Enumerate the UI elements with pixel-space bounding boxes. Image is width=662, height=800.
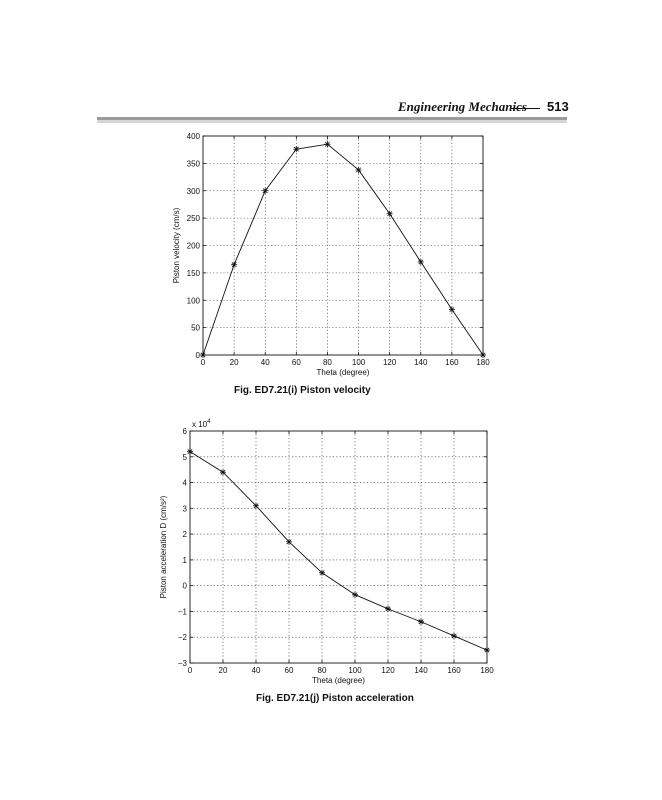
- data-point-marker: [385, 605, 391, 612]
- y-tick-label: 2: [183, 530, 188, 539]
- data-point-marker: [293, 146, 300, 153]
- data-point-marker: [484, 647, 490, 654]
- x-tick-label: 20: [230, 358, 239, 367]
- y-tick-label: 5: [183, 453, 188, 462]
- data-point-marker: [451, 632, 457, 639]
- data-point-marker: [448, 306, 455, 313]
- y-tick-label: 250: [187, 214, 201, 223]
- x-tick-label: 80: [318, 666, 327, 675]
- data-point-marker: [480, 352, 486, 358]
- y-tick-label: 1: [183, 556, 188, 565]
- data-point-marker: [417, 258, 424, 265]
- data-point-marker: [355, 166, 362, 173]
- x-tick-label: 40: [261, 358, 270, 367]
- x-tick-label: 120: [381, 666, 395, 675]
- x-tick-label: 60: [285, 666, 294, 675]
- y-axis-label: Piston acceleration D (cm/s²): [159, 495, 168, 598]
- data-point-marker: [286, 538, 292, 545]
- header-rule: [97, 117, 567, 123]
- y-tick-label: −3: [178, 659, 188, 668]
- y-tick-label: 350: [187, 159, 201, 168]
- y-tick-label: −1: [178, 607, 188, 616]
- x-tick-label: 80: [323, 358, 332, 367]
- figure-caption-velocity: Fig. ED7.21(i) Piston velocity: [234, 385, 371, 396]
- x-tick-label: 160: [447, 666, 461, 675]
- x-tick-label: 180: [480, 666, 494, 675]
- x-tick-label: 0: [188, 666, 193, 675]
- series-line: [202, 143, 484, 356]
- data-point-marker: [200, 352, 206, 358]
- data-point-marker: [220, 469, 226, 476]
- x-tick-label: 100: [348, 666, 362, 675]
- y-tick-label: 0: [183, 582, 188, 591]
- x-tick-label: 20: [219, 666, 228, 675]
- y-tick-label: 200: [187, 242, 201, 251]
- data-point-marker: [352, 591, 358, 598]
- x-tick-label: 40: [252, 666, 261, 675]
- data-point-marker: [319, 569, 325, 576]
- y-tick-label: 300: [187, 187, 201, 196]
- x-tick-label: 100: [352, 358, 366, 367]
- y-tick-label: 3: [183, 504, 188, 513]
- data-point-marker: [386, 210, 393, 217]
- x-tick-label: 160: [445, 358, 459, 367]
- plot-frame: [189, 430, 488, 664]
- y-tick-label: 400: [187, 132, 201, 141]
- y-axis-label: Piston velocity (cm/s): [172, 207, 181, 283]
- x-axis-label: Theta (degree): [317, 368, 370, 377]
- y-tick-label: 6: [183, 427, 188, 436]
- data-point-marker: [253, 502, 259, 509]
- y-tick-label: 0: [196, 351, 201, 360]
- data-point-marker: [262, 187, 269, 194]
- y-tick-label: 50: [191, 324, 200, 333]
- y-tick-label: 100: [187, 296, 201, 305]
- x-tick-label: 60: [292, 358, 301, 367]
- y-tick-label: 150: [187, 269, 201, 278]
- x-tick-label: 180: [476, 358, 490, 367]
- running-header-title: Engineering Mechanics: [398, 99, 527, 114]
- page-number: 513: [547, 99, 569, 114]
- header-dash-line: [510, 108, 540, 109]
- data-point-marker: [324, 141, 331, 148]
- series-line: [189, 451, 488, 651]
- x-tick-label: 140: [414, 358, 428, 367]
- x-tick-label: 120: [383, 358, 397, 367]
- x-tick-label: 140: [414, 666, 428, 675]
- data-point-marker: [187, 448, 193, 455]
- x-axis-label: Theta (degree): [312, 676, 365, 685]
- x-tick-label: 0: [201, 358, 206, 367]
- axis-multiplier: x 104: [192, 419, 211, 429]
- y-tick-label: −2: [178, 633, 188, 642]
- figure-caption-acceleration: Fig. ED7.21(j) Piston acceleration: [256, 693, 414, 704]
- data-point-marker: [418, 618, 424, 625]
- y-tick-label: 4: [183, 479, 188, 488]
- data-point-marker: [231, 261, 238, 268]
